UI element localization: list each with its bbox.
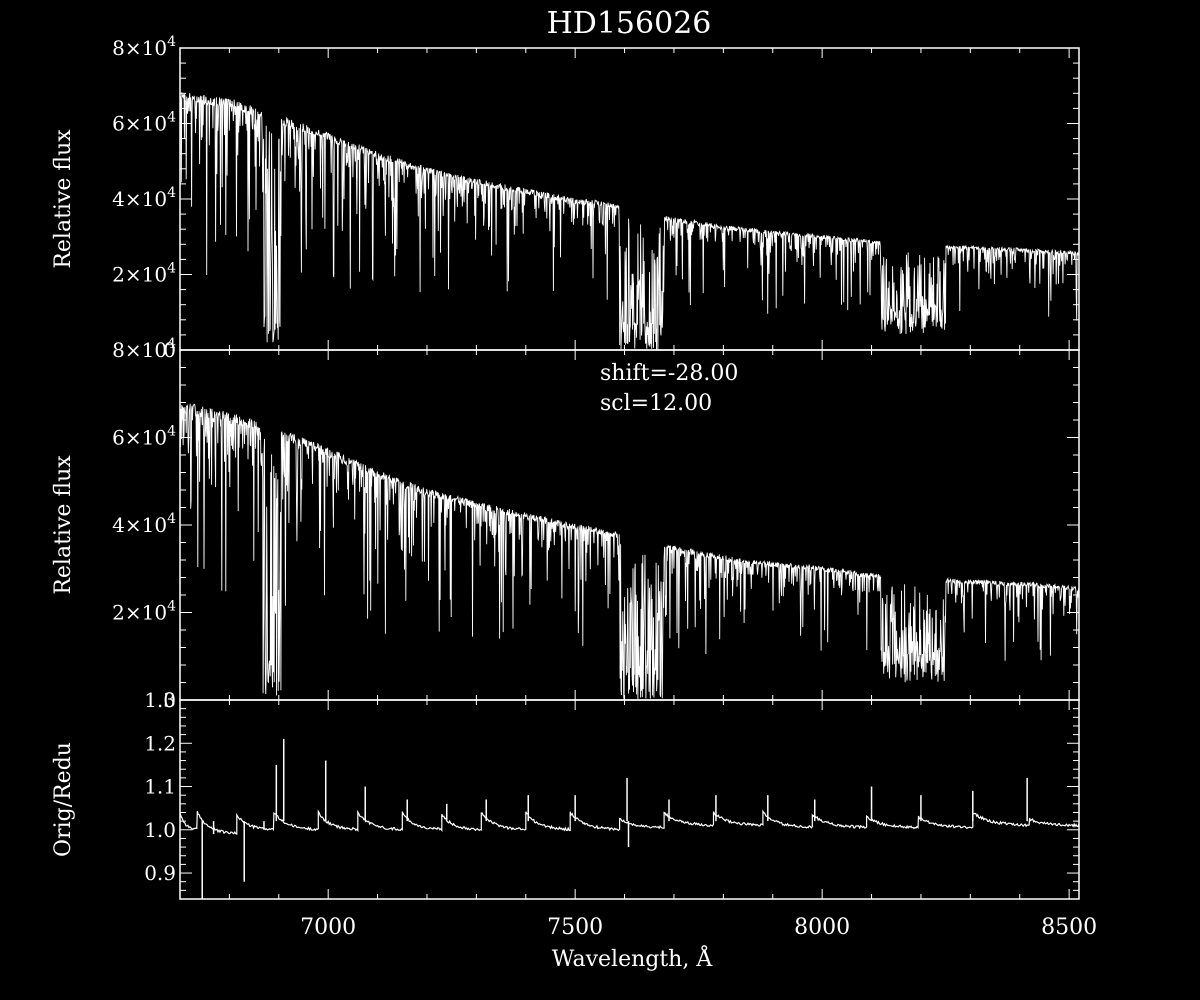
middle-ytick-label: 2×104 bbox=[112, 599, 176, 625]
top-ytick-label: 6×104 bbox=[112, 110, 176, 136]
middle-ytick-label: 8×104 bbox=[112, 336, 176, 362]
top-ytick-label: 4×104 bbox=[112, 185, 176, 211]
annotation-shift: shift=-28.00 bbox=[600, 361, 738, 386]
top-ytick-label: 8×104 bbox=[112, 34, 176, 60]
xtick-label: 8000 bbox=[794, 915, 850, 940]
bottom-ytick-label: 1.2 bbox=[144, 731, 176, 755]
bottom-ytick-label: 0.9 bbox=[144, 861, 176, 885]
top-ytick-label: 0 bbox=[163, 338, 176, 362]
bottom-ytick-label: 1.3 bbox=[144, 688, 176, 712]
xtick-label: 7500 bbox=[547, 915, 603, 940]
middle-ytick-label: 6×104 bbox=[112, 424, 176, 450]
top-ytick-label: 2×104 bbox=[112, 261, 176, 287]
middle-ylabel: Relative flux bbox=[51, 455, 76, 595]
x-axis-label: Wavelength, Å bbox=[552, 944, 714, 972]
middle-spectrum-line bbox=[179, 403, 1080, 700]
panel-bottom: 0.9 1.0 1.1 1.2 1.3 Orig/Redu 7000 7500 8000 8500 bbox=[51, 688, 1097, 940]
middle-ytick-label: 4×104 bbox=[112, 511, 176, 537]
bottom-frame bbox=[179, 699, 1080, 900]
middle-ytick-label: 0 bbox=[163, 688, 176, 712]
figure-title: HD156026 bbox=[547, 6, 712, 41]
xtick-label: 8500 bbox=[1041, 915, 1097, 940]
bottom-ytick-label: 1.0 bbox=[144, 818, 176, 842]
top-spectrum-line bbox=[179, 92, 1080, 350]
annotation-scl: scl=12.00 bbox=[600, 391, 712, 416]
xtick-label: 7000 bbox=[300, 915, 356, 940]
top-ylabel: Relative flux bbox=[51, 129, 76, 269]
panel-top: 0 2×104 4×104 6×104 8×104 Relative flux bbox=[51, 34, 1080, 362]
bottom-ytick-label: 1.1 bbox=[144, 775, 176, 799]
bottom-ylabel: Orig/Redu bbox=[51, 742, 76, 857]
